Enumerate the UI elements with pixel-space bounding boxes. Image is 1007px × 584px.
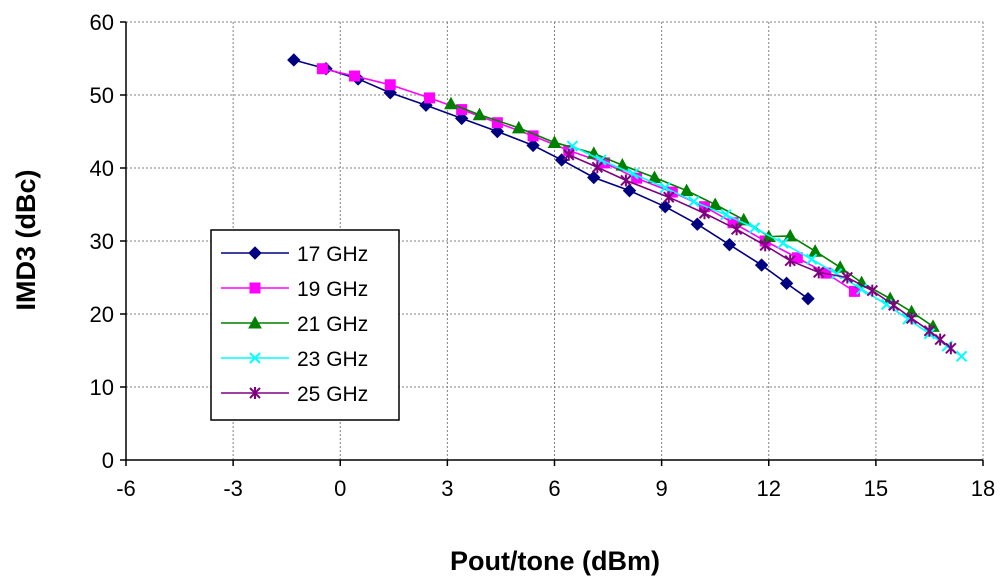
data-point <box>748 222 761 234</box>
data-point <box>622 183 637 198</box>
data-point <box>759 239 771 252</box>
data-point <box>779 276 794 291</box>
data-point <box>833 260 848 273</box>
data-point <box>659 182 671 194</box>
x-axis-title: Pout/tone (dBm) <box>450 546 660 576</box>
series-25-ghz <box>563 148 957 355</box>
legend: 17 GHz 19 GHz 21 GHz 23 GHz 25 GHz <box>210 229 400 421</box>
data-point <box>720 209 732 221</box>
x-tick-label: 12 <box>757 476 781 501</box>
data-point <box>784 254 796 267</box>
legend-item: 23 GHz <box>221 348 368 371</box>
y-tick-label: 50 <box>90 83 114 108</box>
data-point <box>855 283 868 295</box>
series-line <box>568 154 952 349</box>
data-point <box>547 135 562 148</box>
data-point <box>511 120 526 134</box>
legend-marker <box>248 246 262 260</box>
data-point <box>287 53 301 67</box>
data-point <box>472 107 487 121</box>
data-point <box>955 350 968 363</box>
x-tick-label: -6 <box>116 476 136 501</box>
data-point <box>563 148 575 161</box>
data-point <box>666 186 678 198</box>
legend-box <box>210 229 400 421</box>
data-point <box>316 63 328 75</box>
data-point <box>805 253 818 265</box>
data-point <box>923 324 936 337</box>
data-point <box>722 237 737 252</box>
legend-marker <box>249 352 261 364</box>
legend-label: 19 GHz <box>297 278 368 301</box>
legend-item: 25 GHz <box>221 383 368 406</box>
data-point <box>591 161 604 174</box>
y-tick-label: 0 <box>102 448 114 473</box>
legend-item: 17 GHz <box>221 243 368 266</box>
y-tick-label: 60 <box>90 10 114 35</box>
x-tick-label: 15 <box>864 476 888 501</box>
data-point <box>754 258 769 272</box>
x-tick-label: 6 <box>548 476 560 501</box>
data-point <box>698 207 711 220</box>
data-point <box>690 217 705 231</box>
axes <box>120 21 984 466</box>
series-group <box>287 53 968 363</box>
y-axis-title: IMD3 (dBc) <box>11 170 41 311</box>
data-point <box>349 70 361 82</box>
y-tick-label: 30 <box>90 229 114 254</box>
data-point <box>490 124 505 139</box>
x-tick-label: 18 <box>971 476 995 501</box>
series-line <box>572 145 963 357</box>
x-tick-label: 9 <box>656 476 668 501</box>
legend-label: 25 GHz <box>297 383 368 406</box>
data-point <box>679 183 694 197</box>
data-point <box>526 138 540 153</box>
legend-marker <box>249 387 261 399</box>
x-tick-label: 3 <box>441 476 453 501</box>
data-point <box>934 333 946 346</box>
data-point <box>813 266 825 279</box>
grid-lines <box>126 21 984 460</box>
data-point <box>454 111 469 126</box>
data-point <box>658 199 672 214</box>
legend-label: 23 GHz <box>297 348 368 371</box>
tick-labels: -6 -3 0 3 6 9 12 15 18 0 10 20 30 40 50 60 <box>90 10 996 501</box>
data-point <box>777 237 789 249</box>
legend-label: 17 GHz <box>297 243 368 266</box>
data-point <box>830 268 843 280</box>
data-point <box>945 342 957 355</box>
data-point <box>424 92 436 104</box>
y-tick-label: 10 <box>90 375 114 400</box>
legend-item: 21 GHz <box>221 313 368 336</box>
data-point <box>801 291 815 306</box>
legend-marker <box>248 315 262 329</box>
data-point <box>587 170 601 185</box>
data-point <box>663 191 675 204</box>
data-point <box>688 195 700 208</box>
x-tick-label: 0 <box>334 476 346 501</box>
data-point <box>866 284 879 297</box>
data-point <box>730 223 743 236</box>
x-tick-label: -3 <box>223 476 243 501</box>
data-point <box>444 96 458 110</box>
legend-label: 21 GHz <box>297 313 368 336</box>
y-tick-label: 20 <box>90 302 114 327</box>
data-point <box>888 299 900 312</box>
data-point <box>620 174 632 187</box>
y-tick-label: 40 <box>90 156 114 181</box>
legend-item: 19 GHz <box>221 278 368 301</box>
series-23-ghz <box>566 140 968 363</box>
data-point <box>841 271 854 284</box>
legend-marker <box>249 282 261 294</box>
data-point <box>905 312 918 325</box>
data-point <box>384 79 396 91</box>
